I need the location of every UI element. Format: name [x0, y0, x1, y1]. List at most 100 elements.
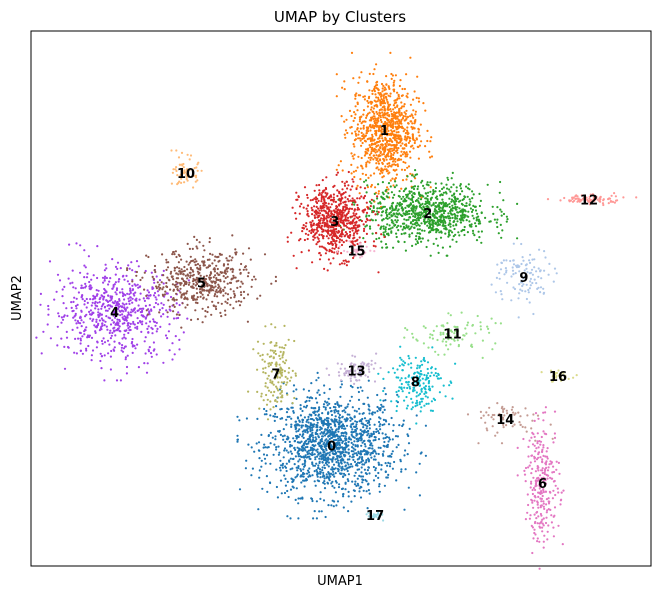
data-point [173, 253, 176, 256]
data-point [342, 201, 345, 204]
data-point [392, 246, 395, 249]
data-point [313, 216, 317, 219]
data-point [144, 317, 147, 320]
data-point [380, 403, 383, 406]
data-point [391, 450, 394, 453]
data-point [126, 306, 129, 309]
data-point [298, 428, 301, 431]
data-point [325, 401, 328, 404]
data-point [92, 274, 95, 277]
data-point [314, 458, 317, 461]
data-point [196, 318, 199, 321]
data-point [337, 437, 340, 440]
data-point [326, 220, 329, 223]
data-point [115, 288, 118, 292]
data-point [353, 153, 356, 156]
data-point [195, 292, 199, 295]
data-point [213, 259, 216, 262]
data-point [400, 168, 404, 171]
data-point [195, 287, 198, 290]
data-point [162, 303, 165, 306]
data-point [460, 216, 463, 219]
data-point [366, 452, 369, 455]
data-point [245, 417, 248, 420]
data-point [442, 221, 445, 224]
data-point [340, 197, 343, 200]
data-point [121, 305, 124, 308]
data-point [355, 452, 358, 455]
data-point [194, 284, 197, 287]
data-point [129, 322, 132, 325]
data-point [173, 353, 176, 356]
data-point [327, 420, 330, 423]
data-point [186, 303, 189, 306]
data-point [399, 460, 402, 463]
data-point [103, 354, 106, 357]
data-point [224, 300, 227, 303]
data-point [449, 225, 452, 228]
data-point [413, 175, 416, 178]
data-point [355, 92, 358, 95]
data-point [419, 216, 422, 219]
data-point [366, 206, 369, 209]
data-point [434, 201, 437, 204]
data-point [424, 454, 427, 457]
data-point [103, 279, 106, 282]
data-point [413, 90, 416, 93]
data-point [334, 453, 337, 456]
data-point [311, 261, 314, 264]
data-point [396, 219, 399, 222]
data-point [297, 455, 300, 458]
data-point [331, 473, 334, 476]
data-point [377, 192, 380, 195]
cluster-4-points [35, 242, 190, 382]
data-point [237, 300, 240, 303]
data-point [332, 238, 335, 241]
data-point [174, 250, 177, 253]
data-point [290, 452, 293, 455]
data-point [394, 135, 397, 138]
data-point [175, 280, 178, 283]
data-point [303, 405, 306, 408]
data-point [310, 406, 313, 409]
data-point [382, 399, 385, 402]
data-point [399, 144, 402, 147]
data-point [393, 99, 396, 102]
data-point [207, 306, 210, 309]
data-point [307, 249, 310, 252]
data-point [162, 269, 165, 272]
data-point [63, 345, 66, 348]
data-point [356, 386, 359, 389]
data-point [372, 479, 376, 482]
data-point [341, 415, 344, 418]
data-point [426, 129, 429, 132]
data-point [379, 172, 382, 175]
data-point [476, 212, 479, 215]
data-point [100, 355, 103, 358]
data-point [326, 457, 329, 461]
data-point [381, 102, 384, 105]
data-point [373, 449, 376, 452]
data-point [277, 445, 280, 448]
data-point [134, 347, 137, 350]
data-point [374, 474, 377, 477]
data-point [425, 202, 428, 205]
data-point [338, 238, 342, 241]
data-point [191, 295, 194, 298]
data-point [190, 318, 193, 321]
data-point [343, 219, 346, 222]
data-point [373, 411, 377, 414]
data-point [153, 291, 157, 295]
data-point [397, 443, 400, 446]
data-point [320, 196, 323, 199]
data-point [261, 487, 264, 490]
data-point [371, 444, 374, 447]
data-point [551, 477, 554, 480]
data-point [123, 303, 126, 306]
data-point [356, 461, 360, 464]
data-point [115, 287, 119, 290]
data-point [282, 428, 285, 431]
data-point [225, 268, 228, 271]
data-point [365, 165, 368, 168]
data-point [368, 472, 371, 475]
